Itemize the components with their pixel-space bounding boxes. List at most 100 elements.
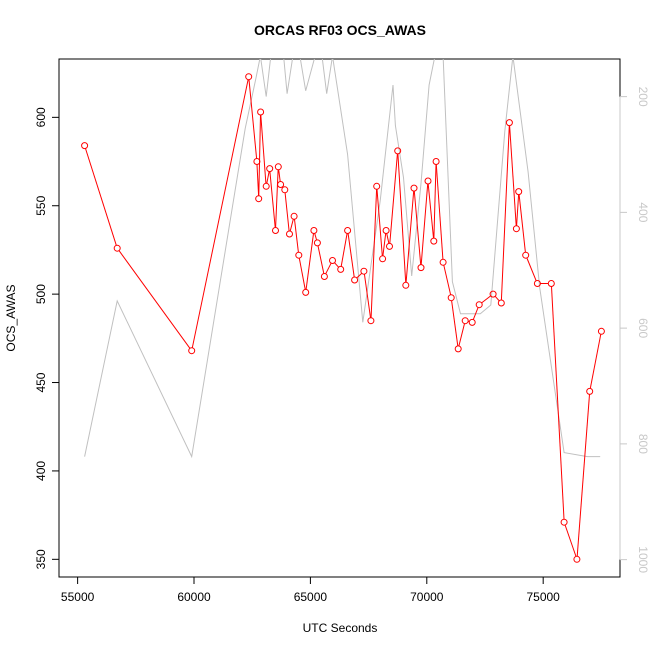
x-axis: 55000 60000 65000 70000 75000	[61, 576, 560, 604]
series-segment	[397, 153, 407, 283]
series-segment	[294, 219, 299, 253]
y2-axis: 200 400 600 800 1000	[619, 87, 650, 573]
y-tick-label: 500	[34, 284, 48, 304]
data-point	[310, 227, 318, 234]
data-point	[277, 181, 285, 188]
series-segment	[481, 295, 492, 304]
data-point	[329, 257, 336, 264]
x-tick-label: 55000	[61, 590, 95, 604]
series-segment	[451, 300, 459, 347]
data-point	[547, 280, 555, 287]
series-segment	[389, 153, 398, 244]
data-point	[379, 255, 387, 263]
data-point	[597, 327, 605, 335]
series-segment	[376, 189, 383, 256]
data-point	[373, 182, 381, 190]
series-segment	[526, 257, 537, 281]
y-tick-label: 400	[34, 461, 48, 481]
data-point	[410, 184, 418, 192]
data-point	[560, 518, 568, 526]
data-point	[272, 227, 279, 234]
series-segment	[427, 183, 434, 239]
data-point	[253, 158, 261, 165]
series-segment	[458, 323, 465, 347]
data-point	[382, 227, 390, 234]
series-segment	[317, 245, 325, 274]
series-segment	[248, 79, 258, 159]
data-point	[454, 345, 462, 353]
series-segment	[356, 272, 363, 279]
data-point	[245, 73, 253, 81]
series-segment	[269, 171, 276, 228]
y-axis-label: OCS_AWAS	[4, 284, 18, 351]
series-segment	[278, 169, 281, 182]
data-point	[302, 288, 310, 296]
data-point	[586, 387, 594, 395]
series-segment	[305, 233, 314, 290]
y-tick-label: 550	[34, 195, 48, 215]
data-point	[290, 212, 298, 220]
series-segment	[589, 334, 602, 389]
data-point	[489, 290, 497, 298]
y-tick-label: 600	[34, 107, 48, 127]
x-tick-label: 65000	[294, 590, 328, 604]
data-point	[286, 230, 293, 238]
data-point	[424, 177, 432, 185]
data-point	[255, 195, 263, 203]
y-tick-label: 350	[34, 549, 48, 569]
data-point	[262, 182, 270, 190]
series-segment	[256, 164, 260, 196]
data-point	[461, 317, 469, 325]
x-tick-label: 70000	[410, 590, 444, 604]
series-segment	[191, 79, 249, 348]
data-point	[320, 273, 328, 280]
series-segment	[435, 164, 444, 260]
series-segment	[118, 250, 191, 349]
data-point	[505, 119, 513, 127]
data-point	[351, 276, 359, 284]
data-point	[113, 244, 121, 252]
data-point	[432, 158, 440, 165]
data-point	[344, 227, 352, 234]
data-point	[266, 165, 274, 173]
series-segment	[518, 194, 526, 253]
series-segment	[258, 114, 261, 196]
series-segment	[494, 295, 500, 302]
series-segment	[516, 194, 520, 226]
series-segment	[420, 183, 429, 265]
x-axis-label: UTC Seconds	[303, 621, 378, 635]
series-segment	[500, 125, 510, 301]
series-segment	[85, 148, 117, 246]
series-segment	[314, 233, 318, 241]
data-point	[188, 347, 196, 355]
data-point	[475, 301, 483, 309]
series-segment	[433, 164, 437, 239]
data-point	[295, 251, 303, 259]
data-series	[81, 73, 605, 563]
y2-tick-label: 400	[636, 202, 650, 222]
data-point	[81, 142, 89, 150]
data-point	[430, 237, 438, 245]
data-point	[447, 294, 455, 302]
y2-tick-label: 800	[636, 434, 650, 454]
data-point	[281, 186, 289, 194]
series-segment	[576, 394, 590, 557]
series-segment	[340, 233, 348, 267]
data-point	[497, 299, 505, 307]
y2-tick-label: 600	[636, 318, 650, 338]
series-segment	[284, 192, 290, 232]
chart-title: ORCAS RF03 OCS_AWAS	[254, 22, 426, 38]
series-segment	[443, 265, 452, 295]
y-tick-label: 450	[34, 372, 48, 392]
data-point	[367, 317, 375, 325]
plot-frame	[58, 58, 621, 578]
data-point	[274, 163, 282, 171]
x-tick-label: 75000	[526, 590, 560, 604]
series-segment	[509, 125, 517, 226]
series-segment	[260, 114, 267, 184]
series-segment	[266, 171, 270, 184]
series-segment	[551, 286, 565, 520]
data-point	[439, 258, 447, 266]
data-point	[573, 555, 581, 563]
